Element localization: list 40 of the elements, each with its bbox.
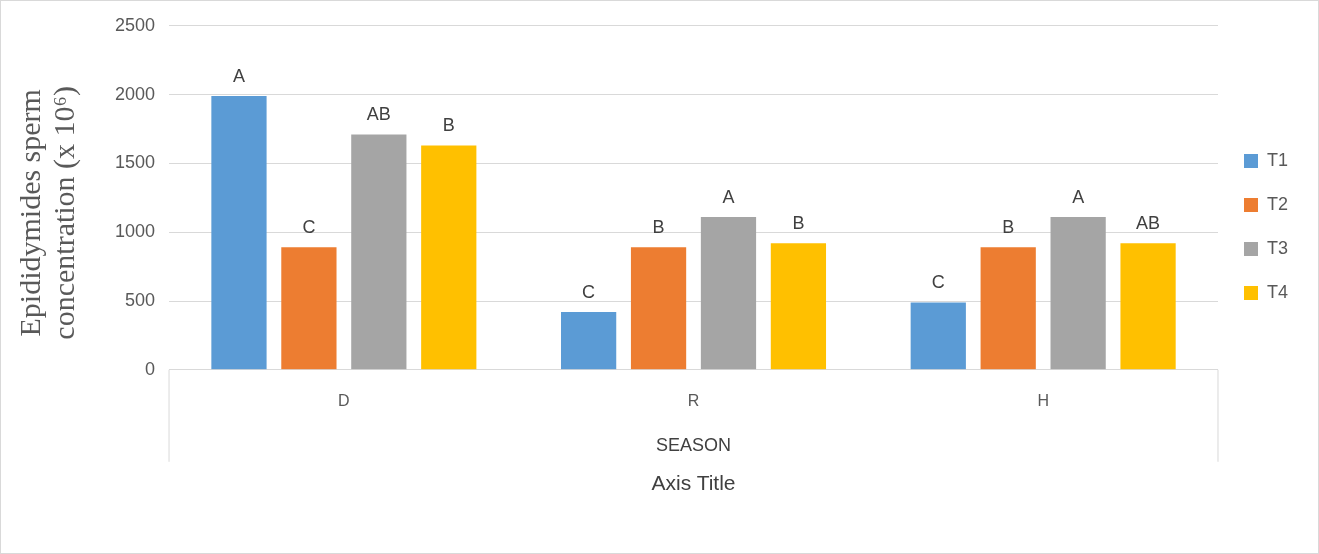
y-tick-label: 0 <box>145 358 156 379</box>
data-label: A <box>232 65 245 86</box>
bar <box>281 247 337 370</box>
data-label: C <box>931 272 945 293</box>
y-axis-title: Epididymides sperm concentration (x 10⁶) <box>12 85 81 340</box>
bar <box>561 312 617 370</box>
data-label: A <box>722 187 735 208</box>
x-tick-label: D <box>338 391 350 409</box>
bar <box>1120 243 1176 370</box>
text: SEASON <box>656 434 732 455</box>
bar <box>980 247 1036 370</box>
y-tick-label: 2500 <box>115 14 156 35</box>
x-tick-label: R <box>687 391 700 409</box>
x-axis-title: Axis Title <box>651 470 736 494</box>
bar <box>630 247 687 370</box>
bar <box>770 243 827 370</box>
bar <box>1050 217 1106 370</box>
bar <box>910 302 966 370</box>
legend-label: T1 <box>1266 149 1289 170</box>
x-tick-label: H <box>1037 391 1049 409</box>
bar <box>211 95 267 370</box>
data-label: C <box>302 217 316 238</box>
data-label: B <box>652 217 665 238</box>
data-label: B <box>792 213 805 234</box>
y-tick-label: 1000 <box>115 221 156 242</box>
legend-label: T2 <box>1266 193 1289 214</box>
legend-label: T4 <box>1266 281 1289 302</box>
legend-label: T3 <box>1266 237 1289 258</box>
y-tick-label: 2000 <box>115 83 156 104</box>
y-tick-label: 1500 <box>115 152 156 173</box>
y-tick-label: 500 <box>125 289 156 310</box>
data-label: B <box>442 115 455 136</box>
bar <box>351 134 407 370</box>
data-label: A <box>1072 187 1085 208</box>
data-label: AB <box>1136 213 1161 234</box>
bar <box>421 145 477 370</box>
data-label: AB <box>366 104 391 125</box>
data-label: B <box>1002 217 1015 238</box>
bar <box>700 217 757 370</box>
data-label: C <box>582 281 596 302</box>
